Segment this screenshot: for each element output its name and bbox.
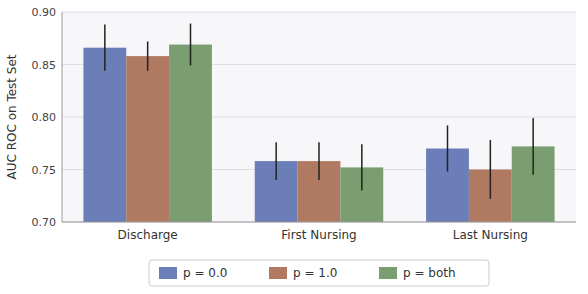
legend-label: p = 1.0: [293, 266, 337, 280]
error-bar: [361, 144, 363, 190]
legend-swatch: [159, 267, 177, 279]
y-axis-label: AUC ROC on Test Set: [5, 54, 19, 179]
error-bar: [318, 142, 320, 180]
legend-label: p = 0.0: [183, 266, 227, 280]
x-axis-line: [62, 222, 576, 223]
marks: [83, 24, 554, 222]
error-bar: [490, 140, 492, 199]
grid-line: [62, 12, 576, 13]
x-tick-label: Discharge: [118, 228, 178, 242]
x-tick-label: Last Nursing: [453, 228, 528, 242]
error-bar: [532, 118, 534, 175]
x-tick-label: First Nursing: [281, 228, 356, 242]
y-tick-label: 0.90: [32, 6, 57, 19]
legend-box: [149, 260, 489, 286]
y-tick-label: 0.85: [32, 59, 57, 72]
legend-swatch: [379, 267, 397, 279]
error-bar: [190, 24, 192, 66]
error-bar: [147, 41, 149, 70]
legend: p = 0.0 p = 1.0 p = both: [149, 260, 489, 286]
bar: [169, 45, 212, 222]
y-tick-label: 0.80: [32, 111, 57, 124]
y-tick-label: 0.70: [32, 216, 57, 229]
y-axis-line: [62, 12, 63, 222]
y-tick-label: 0.75: [32, 164, 57, 177]
bar: [83, 48, 126, 222]
legend-label: p = both: [403, 266, 456, 280]
error-bar: [104, 25, 106, 71]
error-bar: [275, 142, 277, 180]
error-bar: [447, 125, 449, 171]
plot-area: [62, 12, 576, 222]
grid-line: [62, 222, 576, 223]
bar: [126, 56, 169, 222]
legend-swatch: [269, 267, 287, 279]
chart: 0.70 0.75 0.80 0.85 0.90 Discharge First Nursi…: [0, 0, 588, 294]
